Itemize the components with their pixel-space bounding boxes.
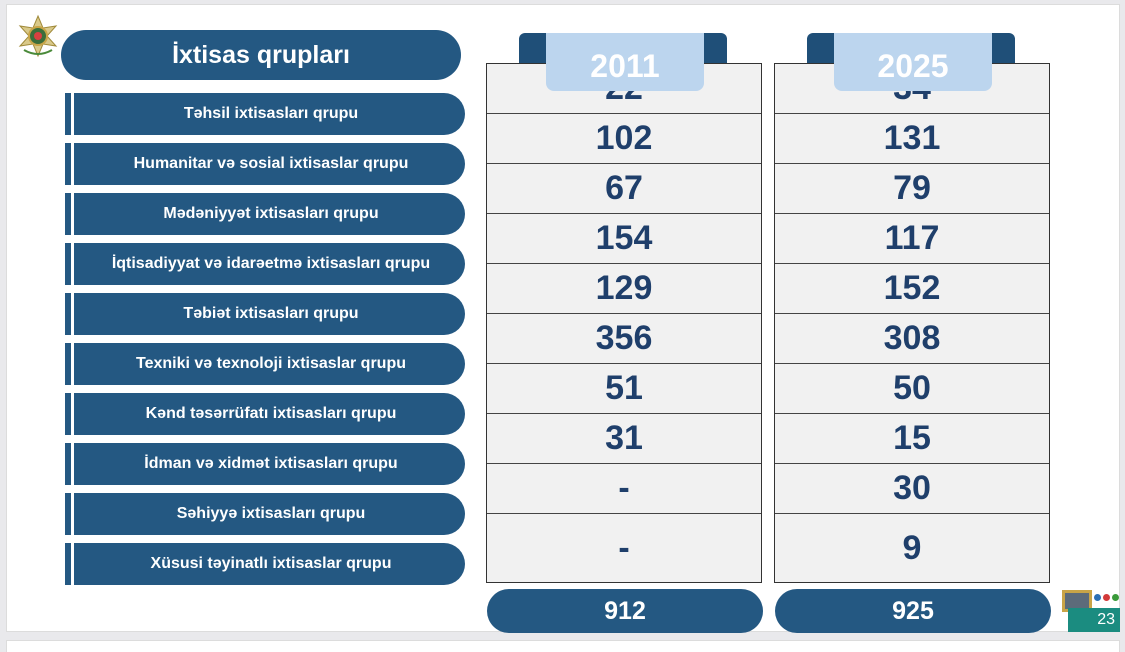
group-label: Kənd təsərrüfatı ixtisasları qrupu [65,393,465,435]
page-number: 23 [1068,608,1120,632]
slide: İxtisas qrupları Təhsil ixtisasları qrup… [6,4,1120,633]
value-cell: 154 [487,214,761,264]
column-year-label: 2011 [546,33,704,91]
value-cell: 129 [487,264,761,314]
value-cell: 131 [775,114,1049,164]
page-badge: 23 [1062,590,1120,632]
value-cell: 31 [487,414,761,464]
group-label: Xüsusi təyinatlı ixtisaslar qrupu [65,543,465,585]
total-2011: 912 [487,589,763,633]
value-cell: 152 [775,264,1049,314]
value-cell: 67 [487,164,761,214]
value-cell: 117 [775,214,1049,264]
value-cell: 50 [775,364,1049,414]
value-cell: 356 [487,314,761,364]
group-label: Texniki və texnoloji ixtisaslar qrupu [65,343,465,385]
value-cell: 9 [902,528,922,567]
value-cell: 15 [775,414,1049,464]
group-label: Mədəniyyət ixtisasları qrupu [65,193,465,235]
value-cell: 79 [775,164,1049,214]
group-label: Humanitar və sosial ixtisaslar qrupu [65,143,465,185]
values-box: 34 131 79 117 152 308 50 15 30 9 [774,63,1050,583]
values-box: 22 102 67 154 129 356 51 31 - - [486,63,762,583]
value-cell: - [618,528,630,567]
group-label: Təbiət ixtisasları qrupu [65,293,465,335]
group-label: Səhiyyə ixtisasları qrupu [65,493,465,535]
slide-title: İxtisas qrupları [61,30,461,80]
dots-icon [1094,594,1119,601]
state-emblem-icon [18,14,58,58]
total-2025: 925 [775,589,1051,633]
value-cell: 51 [487,364,761,414]
value-cell: - [487,464,761,514]
value-cell: 30 [775,464,1049,514]
column-year-label: 2025 [834,33,992,91]
group-label: Təhsil ixtisasları qrupu [65,93,465,135]
group-label: İdman və xidmət ixtisasları qrupu [65,443,465,485]
value-cell: 308 [775,314,1049,364]
value-cell: 102 [487,114,761,164]
group-label: İqtisadiyyat və idarəetmə ixtisasları qr… [65,243,465,285]
next-slide-preview[interactable] [6,640,1120,652]
